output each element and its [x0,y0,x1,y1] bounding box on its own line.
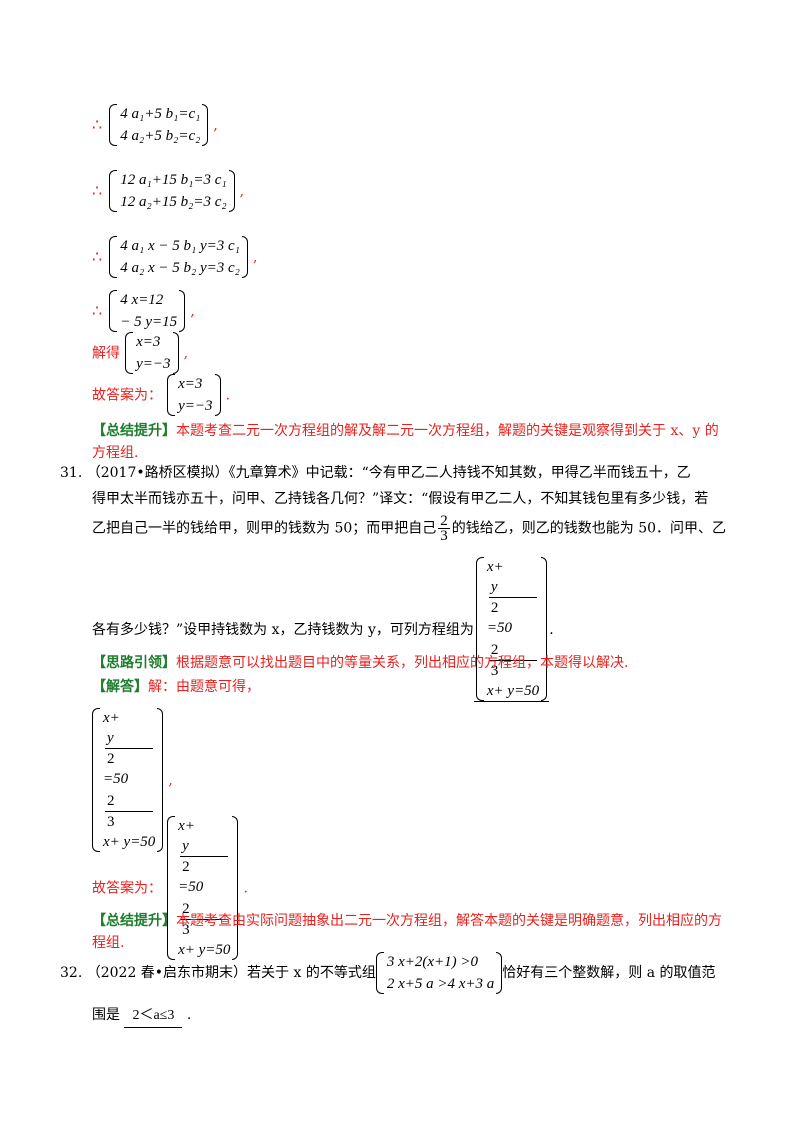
summary-tag: 【总结提升】 [92,423,176,439]
equation: y=−3 [178,398,213,414]
punctuation: . [186,1007,192,1023]
equation-system: 4 a₁+5 b₁=c₁ 4 a₂+5 b₂=c₂ [109,104,209,146]
step-4: ∴ 4 x=12 − 5 y=15 , [92,290,195,332]
punctuation: . [225,387,231,404]
step-5: 解得 x=3 y=−3 , [92,332,188,374]
fraction-numerator: 2 [438,513,450,529]
equation: 2 3 x+ y=50 [486,642,540,699]
answer-blank: 2＜a≤3 [124,1005,183,1028]
equation: 12 a₂+15 b₂=3 c₂ [120,194,227,210]
equation: 4 a₁ x − 5 b₁ y=3 c₁ [120,238,240,254]
summary-tag: 【总结提升】 [92,913,176,929]
text-segment: 各有多少钱？”设甲持钱数为 x，乙持钱数为 y，可列方程组为 [92,621,474,638]
question-text-line3: 乙把自己一半的钱给甲，则甲的钱数为 50；而甲把自己 2 3 的钱给乙，则乙的钱数也能… [60,513,760,544]
answer-label: 故答案为： [92,880,162,897]
summary-text-line2: 程组. [92,935,125,951]
equation: y=−3 [136,356,171,372]
question-text: （2022 春•启东市期末）若关于 x 的不等式组 [86,965,376,981]
summary-text: 本题考查二元一次方程组的解及解二元一次方程组，解题的关键是观察得到关于 x、y … [176,423,719,439]
text-segment: 的钱给乙，则乙的钱数也能为 50．问甲、乙 [451,520,727,537]
question-32: 32. （2022 春•启东市期末）若关于 x 的不等式组 3 x+2(x+1)… [60,952,760,1028]
equation-system: 4 x=12 − 5 y=15 [109,290,186,332]
punctuation: , [213,117,218,134]
fraction-denominator: 3 [440,528,448,544]
solution-answer: 故答案为： x+ y 2 =50 2 3 x+ y=50 . [92,816,248,960]
solution-tag: 【解答】 [92,679,148,695]
question-text: （2017•路桥区模拟）《九章算术》中记载：“今有甲乙二人持钱不知其数，甲得乙半… [86,465,691,481]
equation: x=3 [178,376,203,392]
hint-text: 根据题意可以找出题目中的等量关系，列出相应的方程组，本题得以解决. [176,655,629,671]
equation-system: x=3 y=−3 [167,374,221,416]
equation-system: x=3 y=−3 [125,332,179,374]
equation: x+ y 2 =50 [103,708,155,789]
step-3: ∴ 4 a₁ x − 5 b₁ y=3 c₁ 4 a₂ x − 5 b₂ y=3… [92,236,257,278]
solution: 【解答】解：由题意可得， [92,676,260,698]
punctuation: , [168,772,173,789]
equation: 4 x=12 [120,292,164,308]
question-text-line4: 各有多少钱？”设甲持钱数为 x，乙持钱数为 y，可列方程组为 x+ y 2 =50 2… [60,557,760,702]
inequality: 3 x+2(x+1) >0 [386,954,479,970]
equation: 4 a₁+5 b₁=c₁ [120,106,201,122]
equation: x=3 [136,334,161,350]
inequality: 2 x+5 a >4 x+3 a [386,976,495,992]
punctuation: , [190,303,195,320]
summary-1: 【总结提升】本题考查二元一次方程组的解及解二元一次方程组，解题的关键是观察得到关… [92,420,742,464]
equation: 4 a₂ x − 5 b₂ y=3 c₂ [120,260,240,276]
summary-text-line2: 方程组. [92,445,139,461]
step-6: 故答案为： x=3 y=−3 . [92,374,230,416]
punctuation: , [253,249,258,266]
answer-label: 故答案为： [92,387,162,404]
question-31: 31. （2017•路桥区模拟）《九章算术》中记载：“今有甲乙二人持钱不知其数，… [60,462,760,702]
step-2: ∴ 12 a₁+15 b₁=3 c₁ 12 a₂+15 b₂=3 c₂ , [92,170,244,212]
equation-system: x+ y 2 =50 2 3 x+ y=50 [475,557,548,701]
equation-system: x+ y 2 =50 2 3 x+ y=50 [92,708,164,852]
question-number: 31. [60,465,83,481]
equation: 2 3 x+ y=50 [103,793,156,850]
step-1: ∴ 4 a₁+5 b₁=c₁ 4 a₂+5 b₂=c₂ , [92,104,218,146]
text-segment: . [549,621,554,638]
therefore-symbol: ∴ [92,114,103,134]
punctuation: , [239,183,245,200]
therefore-symbol: ∴ [92,246,103,266]
summary-2: 【总结提升】本题考查由实际问题抽象出二元一次方程组，解答本题的关键是明确题意，列… [92,910,742,954]
equation: − 5 y=15 [120,314,178,330]
question-text-line2: 得甲太半而钱亦五十，问甲、乙持钱各几何？”译文：“假设有甲乙二人，不知其钱包里有… [92,491,709,507]
solve-label: 解得 [92,345,120,362]
question-text: 围是 [92,1007,120,1023]
hint-tag: 【思路引领】 [92,655,176,671]
inequality-system: 3 x+2(x+1) >0 2 x+5 a >4 x+3 a [375,952,503,994]
therefore-symbol: ∴ [92,180,103,200]
equation: 2 3 x+ y=50 [178,901,231,958]
equation-system: 4 a₁ x − 5 b₁ y=3 c₁ 4 a₂ x − 5 b₂ y=3 c… [109,236,248,278]
solution-system: x+ y 2 =50 2 3 x+ y=50 , [92,708,173,852]
punctuation: , [183,345,189,362]
summary-text: 本题考查由实际问题抽象出二元一次方程组，解答本题的关键是明确题意，列出相应的方 [176,913,722,929]
equation-system: 12 a₁+15 b₁=3 c₁ 12 a₂+15 b₂=3 c₂ [109,170,235,212]
question-text: 恰好有三个整数解，则 a 的取值范 [502,965,716,981]
punctuation: . [243,880,248,897]
question-number: 32. [60,965,83,981]
solution-text: 解：由题意可得， [148,679,260,695]
text-segment: 乙把自己一半的钱给甲，则甲的钱数为 50；而甲把自己 [92,520,437,537]
equation: 4 a₂+5 b₂=c₂ [120,128,201,144]
answer-blank: x+ y 2 =50 2 3 x+ y=50 [473,557,550,702]
hint: 【思路引领】根据题意可以找出题目中的等量关系，列出相应的方程组，本题得以解决. [92,652,628,674]
equation: x+ y 2 =50 [178,816,230,897]
equation: 12 a₁+15 b₁=3 c₁ [120,172,227,188]
therefore-symbol: ∴ [92,300,103,320]
equation: x+ y 2 =50 [487,557,539,638]
